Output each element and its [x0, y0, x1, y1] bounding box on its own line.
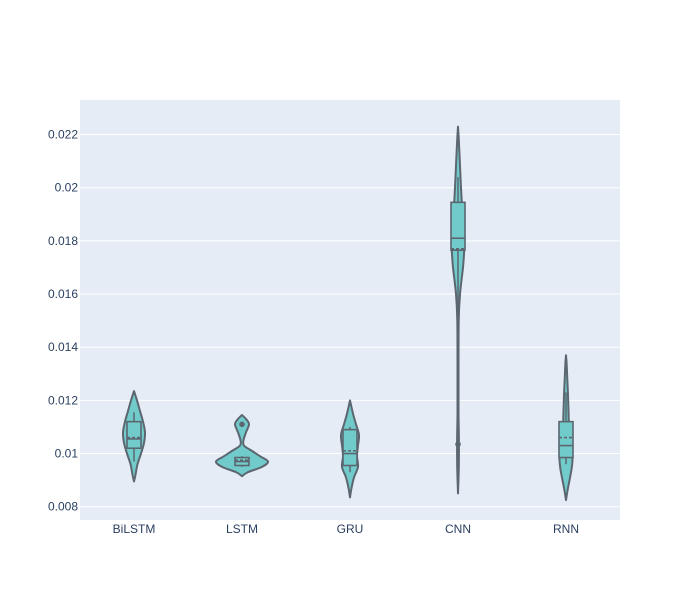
y-tick-label: 0.02 — [55, 181, 79, 195]
quartile-box — [450, 201, 466, 251]
y-tick-label: 0.018 — [48, 234, 78, 248]
violin-bilstm — [121, 390, 147, 483]
y-tick-label: 0.014 — [48, 340, 78, 354]
x-tick-label: BiLSTM — [113, 522, 156, 536]
violins — [121, 125, 574, 502]
x-tick-label: RNN — [553, 522, 579, 536]
y-tick-label: 0.008 — [48, 500, 78, 514]
outlier-point — [455, 441, 461, 448]
x-tick-label: CNN — [445, 522, 471, 536]
violin-rnn — [558, 354, 574, 502]
violin-body — [214, 414, 270, 478]
x-tick-label: GRU — [337, 522, 364, 536]
quartile-box — [342, 428, 358, 467]
y-tick-label: 0.01 — [55, 447, 79, 461]
y-tick-label: 0.016 — [48, 287, 78, 301]
quartile-box — [126, 420, 142, 450]
quartile-box — [558, 420, 574, 459]
y-axis-ticks: 0.008 0.01 0.012 0.014 0.016 0.018 0.02 0.022 — [48, 128, 78, 514]
y-tick-label: 0.012 — [48, 393, 78, 407]
violin-cnn — [450, 125, 466, 495]
y-tick-label: 0.022 — [48, 128, 78, 142]
outlier-point — [239, 421, 245, 428]
violin-gru — [339, 399, 361, 499]
x-axis-ticks: BiLSTM LSTM GRU CNN RNN — [113, 522, 579, 536]
violin-lstm — [214, 414, 270, 478]
x-tick-label: LSTM — [226, 522, 258, 536]
